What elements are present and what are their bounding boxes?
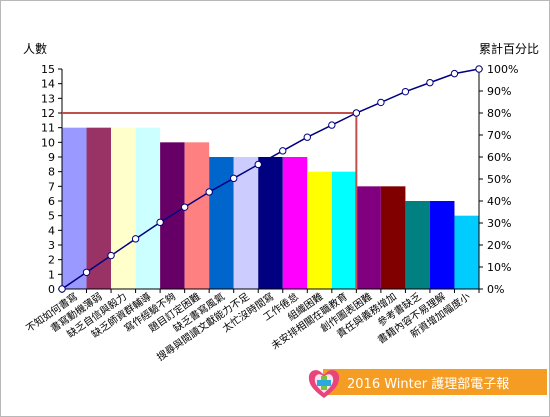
cumulative-point-9 [279,147,287,155]
y-right-tick-label: 50% [487,173,511,186]
bar-8 [233,157,259,289]
y-right-axis-title: 累計百分比 [479,41,539,56]
y-right-tick-label: 100% [487,63,518,76]
y-left-tick-label: 3 [48,239,55,252]
bar-14 [380,186,406,289]
cumulative-point-15 [426,78,434,87]
cumulative-point-4 [156,218,164,227]
y-left-tick-label: 8 [48,166,55,179]
cumulative-point-14 [401,87,410,96]
y-left-tick-label: 9 [48,151,55,164]
heart-logo-icon [308,370,340,398]
y-left-tick-label: 0 [48,283,55,296]
bar-1 [62,127,87,290]
y-left-tick-label: 14 [41,78,55,91]
y-left-tick-label: 4 [48,224,55,237]
bar-11 [307,171,332,289]
y-right-tick-label: 40% [487,195,511,208]
y-right-tick-label: 10% [487,261,511,274]
cumulative-point-12 [352,109,361,117]
cumulative-point-16 [450,69,459,78]
cumulative-point-2 [107,251,115,260]
bar-9 [258,157,283,289]
y-right-tick-label: 20% [487,239,511,252]
y-left-tick-label: 2 [48,254,55,267]
bar-16 [429,201,455,289]
cumulative-point-5 [180,203,189,211]
cumulative-line [61,68,480,290]
cumulative-point-11 [328,121,336,129]
y-left-tick-label: 15 [41,63,55,76]
bar-5 [160,142,185,289]
bar-6 [184,142,210,289]
y-left-tick-label: 12 [41,107,55,120]
y-right-tick-label: 0% [487,283,504,296]
y-left-tick-label: 10 [41,136,55,149]
bar-2 [86,127,112,290]
cumulative-point-7 [230,174,238,183]
bar-4 [135,127,161,290]
y-right-tick-label: 60% [487,151,511,164]
cumulative-point-13 [377,98,385,107]
cumulative-point-6 [205,188,213,196]
cumulative-point-8 [254,160,262,169]
cumulative-point-10 [303,133,311,141]
y-right-tick-label: 70% [487,129,511,142]
cumulative-point-1 [82,268,91,276]
y-right-tick-label: 80% [487,107,511,120]
bar-10 [282,157,308,289]
bar-12 [331,171,357,289]
bar-3 [111,127,136,290]
newsletter-banner: 2016 Winter 護理部電子報 [323,369,547,395]
y-right-tick-label: 30% [487,217,511,230]
y-left-tick-label: 11 [41,122,55,135]
y-left-tick-label: 1 [48,268,55,281]
y-left-tick-label: 13 [41,92,55,105]
bar-17 [454,215,479,289]
y-left-tick-label: 7 [48,180,55,193]
cumulative-point-17 [475,65,483,73]
cumulative-point-0 [58,285,66,293]
y-left-axis-title: 人數 [23,42,47,56]
banner-text: 2016 Winter 護理部電子報 [347,376,510,392]
bar-7 [209,157,234,289]
y-left-tick-label: 5 [48,210,55,223]
y-left-tick-label: 6 [48,195,55,208]
bar-15 [405,201,430,289]
cumulative-point-3 [131,235,140,243]
y-right-tick-label: 90% [487,85,511,98]
bar-13 [356,186,381,289]
